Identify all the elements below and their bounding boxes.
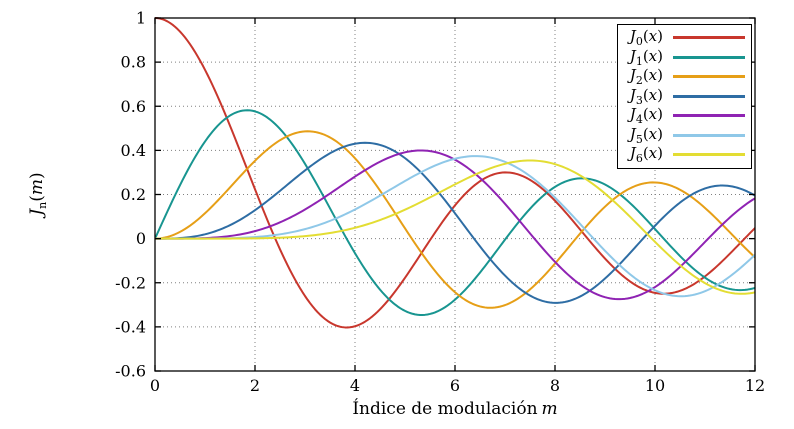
- ylabel-subscript: n: [36, 201, 50, 209]
- y-tick-label: 1: [136, 9, 146, 28]
- legend-line-sample: [673, 36, 745, 40]
- x-tick-label: 12: [745, 376, 765, 395]
- legend-line-sample: [673, 133, 745, 137]
- y-tick-label: 0.6: [121, 97, 146, 116]
- ylabel-open-paren: (: [26, 195, 47, 202]
- x-tick-label: 4: [350, 376, 360, 395]
- x-tick-label: 8: [550, 376, 560, 395]
- legend-line-sample: [673, 94, 745, 98]
- series-line-J4x: [155, 149, 755, 301]
- ylabel-base: J: [26, 208, 47, 216]
- legend: J0(x) J1(x) J2(x) J3(x) J4(x) J5(x) J6(x): [616, 24, 752, 169]
- legend-label: J6(x): [629, 144, 663, 166]
- y-tick-label: 0.2: [121, 185, 146, 204]
- legend-label: J1(x): [629, 46, 663, 68]
- legend-item: J1(x): [629, 46, 745, 68]
- xlabel-variable: m: [541, 399, 558, 419]
- y-tick-label: 0.4: [121, 141, 146, 160]
- x-tick-label: 0: [150, 376, 160, 395]
- y-tick-label: 0: [136, 229, 146, 248]
- series-line-J3x: [155, 141, 755, 304]
- y-tick-label: -0.2: [115, 273, 146, 292]
- legend-line-sample: [673, 153, 745, 157]
- xlabel-text: Índice de modulación: [352, 399, 538, 419]
- legend-label: J2(x): [629, 66, 663, 88]
- x-axis-label: Índice de modulación m: [352, 399, 557, 419]
- legend-line-sample: [673, 55, 745, 59]
- legend-label: J0(x): [629, 27, 663, 49]
- x-tick-label: 2: [250, 376, 260, 395]
- series-line-J1x: [155, 109, 755, 316]
- legend-item: J6(x): [629, 144, 745, 166]
- ylabel-variable: m: [26, 178, 47, 196]
- y-tick-label: -0.6: [115, 362, 146, 381]
- legend-item: J3(x): [629, 85, 745, 107]
- y-tick-label: 0.8: [121, 53, 146, 72]
- series-line-J5x: [155, 155, 755, 298]
- legend-line-sample: [673, 75, 745, 79]
- legend-item: J2(x): [629, 66, 745, 88]
- legend-label: J3(x): [629, 85, 663, 107]
- ylabel-close-paren: ): [26, 172, 47, 179]
- legend-item: J5(x): [629, 124, 745, 146]
- y-axis-label: Jn(m): [27, 172, 49, 215]
- legend-item: J0(x): [629, 27, 745, 49]
- series-line-J6x: [155, 159, 755, 295]
- x-tick-label: 10: [645, 376, 665, 395]
- series-line-J0x: [155, 17, 755, 329]
- legend-label: J5(x): [629, 124, 663, 146]
- y-tick-label: -0.4: [115, 317, 146, 336]
- x-tick-label: 6: [450, 376, 460, 395]
- series-line-J2x: [155, 130, 755, 309]
- legend-line-sample: [673, 114, 745, 118]
- legend-label: J4(x): [629, 105, 663, 127]
- legend-item: J4(x): [629, 105, 745, 127]
